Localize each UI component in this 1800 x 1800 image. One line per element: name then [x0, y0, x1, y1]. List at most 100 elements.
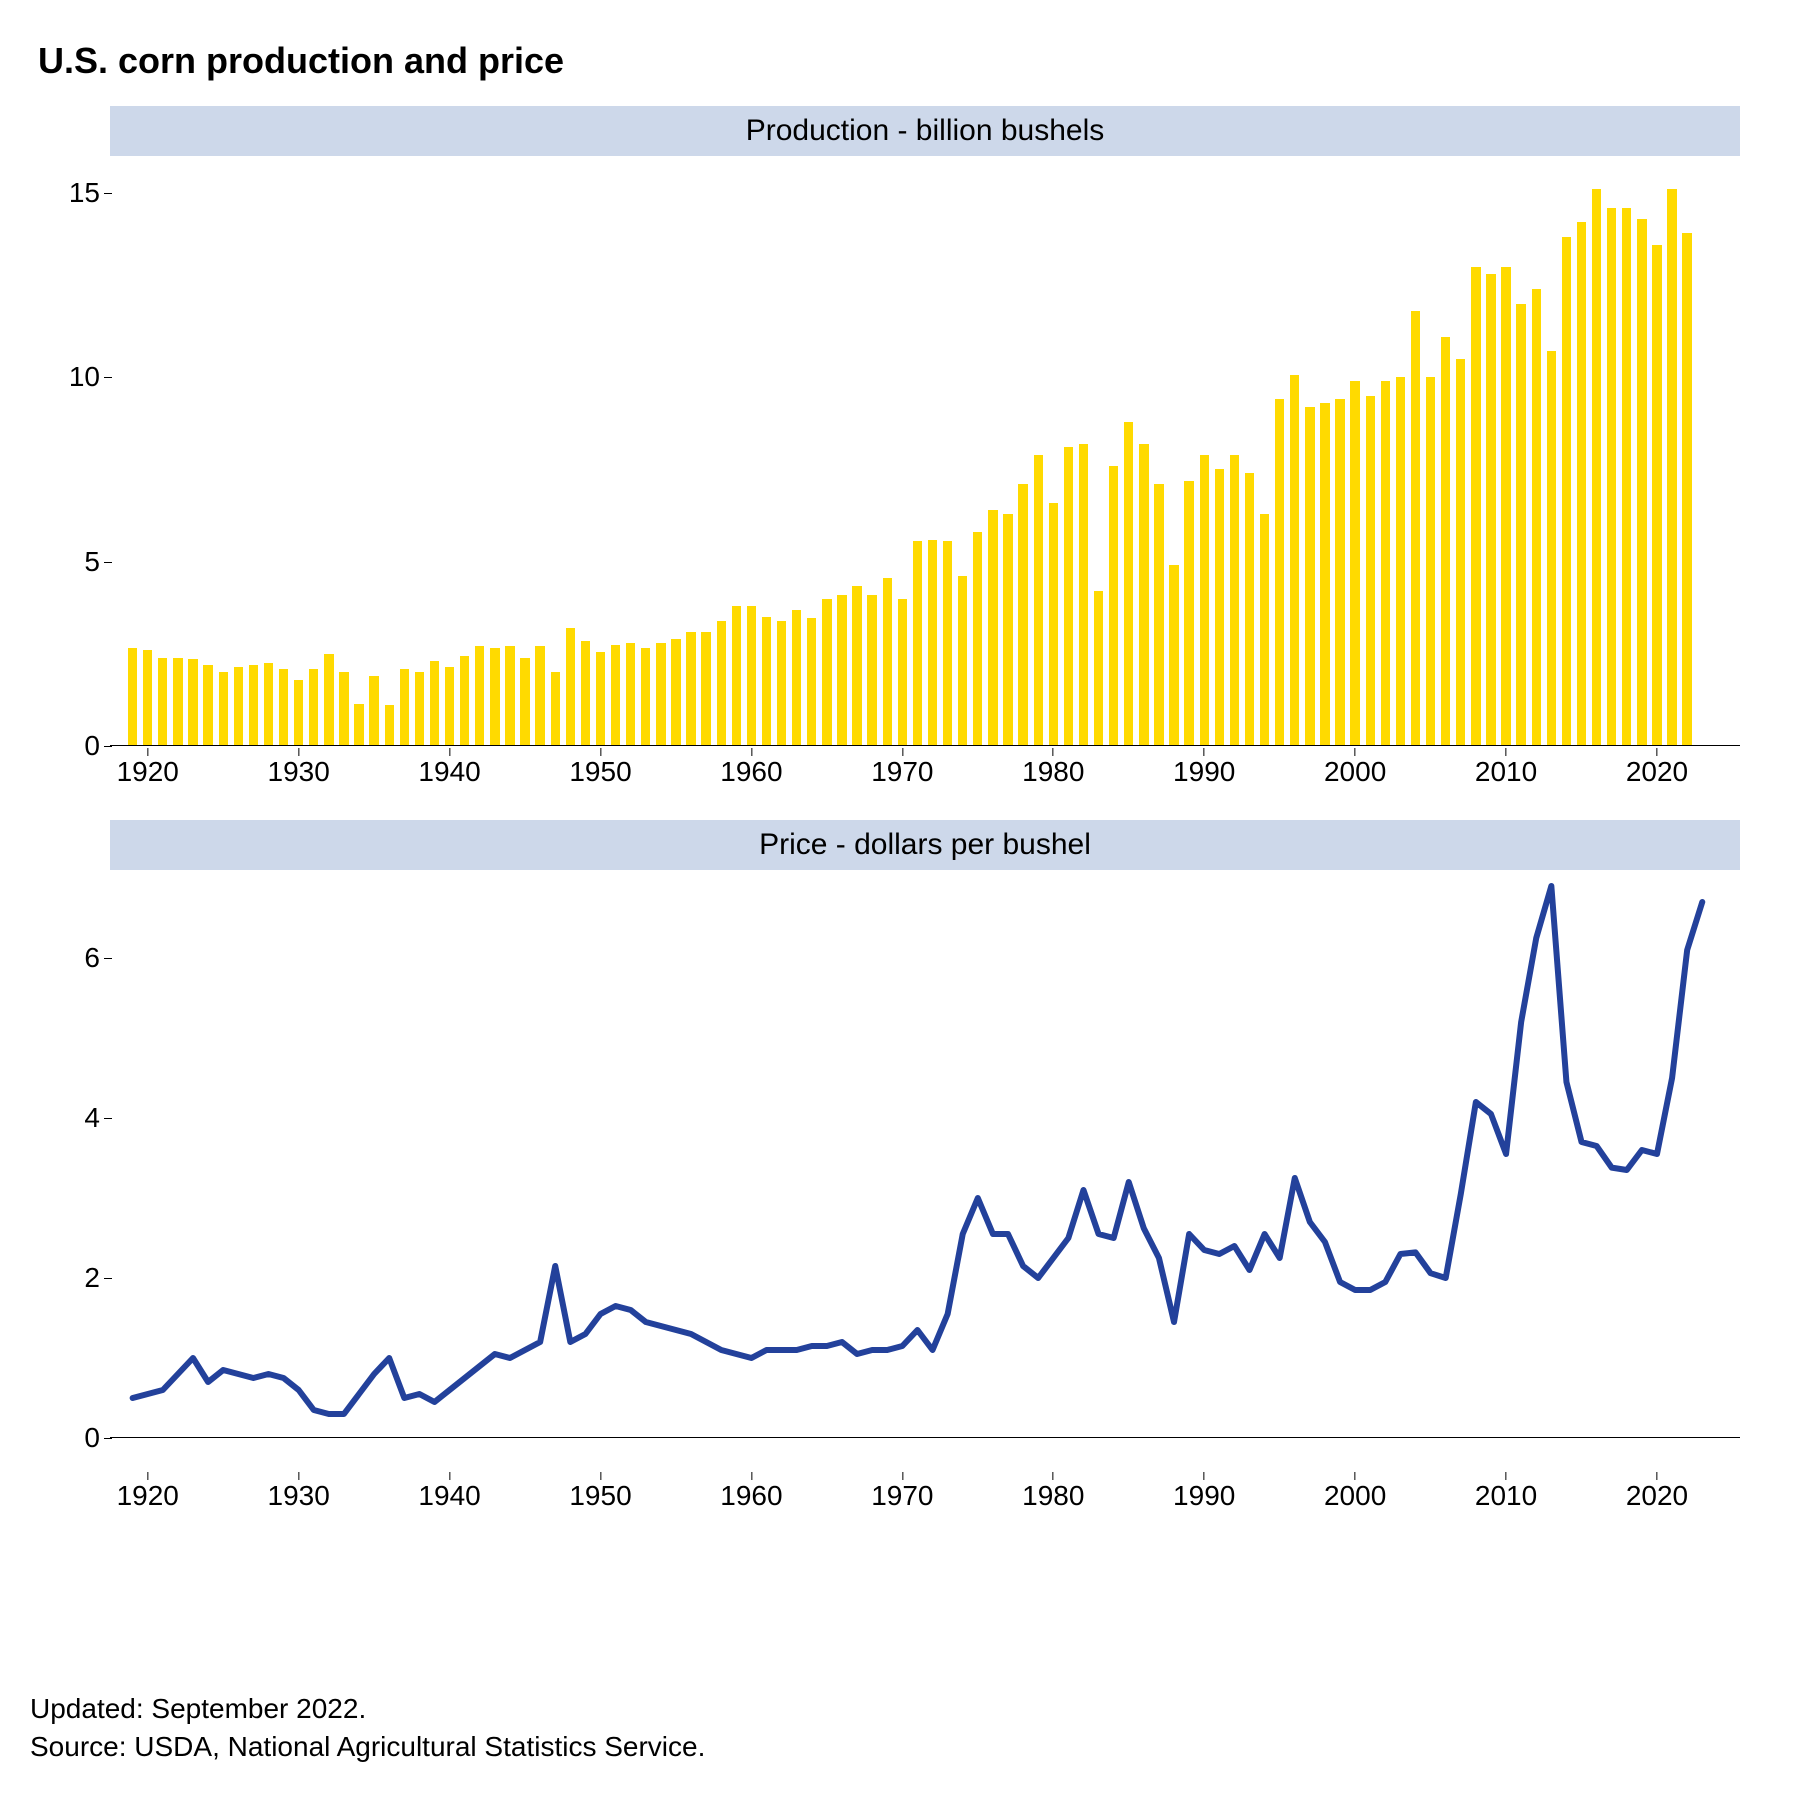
- production-bar: [701, 632, 710, 746]
- chart-title: U.S. corn production and price: [38, 40, 1760, 82]
- production-bar: [400, 669, 409, 746]
- price-x-tick: 1970: [871, 1480, 933, 1512]
- production-bar: [1139, 444, 1148, 746]
- production-bar: [264, 663, 273, 746]
- production-bar: [1532, 289, 1541, 746]
- production-bar: [1049, 503, 1058, 746]
- price-x-tick: 2020: [1626, 1480, 1688, 1512]
- production-bar: [1245, 473, 1254, 746]
- production-bar: [1018, 484, 1027, 746]
- production-bar: [1215, 469, 1224, 746]
- production-bar: [1396, 377, 1405, 746]
- production-bar: [1516, 304, 1525, 747]
- price-plot-area: 0246: [110, 870, 1740, 1470]
- production-bar: [777, 621, 786, 746]
- production-y-axis: 051015: [40, 156, 100, 746]
- production-bar: [203, 665, 212, 746]
- production-panel: Production - billion bushels 051015 1920…: [110, 106, 1740, 802]
- production-bar: [415, 672, 424, 746]
- production-bar: [339, 672, 348, 746]
- production-bar: [1169, 565, 1178, 746]
- price-x-tick: 1930: [268, 1480, 330, 1512]
- production-bar: [988, 510, 997, 746]
- production-bar: [671, 639, 680, 746]
- production-bar: [475, 646, 484, 746]
- production-bar: [686, 632, 695, 746]
- production-bar: [460, 656, 469, 746]
- production-bar: [234, 667, 243, 746]
- production-bar: [279, 669, 288, 746]
- production-x-tick: 1940: [418, 756, 480, 788]
- page: U.S. corn production and price Productio…: [0, 0, 1800, 1800]
- production-bar: [445, 667, 454, 746]
- production-bar: [1547, 351, 1556, 746]
- production-x-tick: 1950: [569, 756, 631, 788]
- price-x-axis: 1920193019401950196019701980199020002010…: [110, 1470, 1740, 1526]
- price-x-axis-line: [110, 1437, 1740, 1438]
- production-bar: [385, 705, 394, 746]
- price-subtitle: Price - dollars per bushel: [110, 820, 1740, 870]
- production-bar: [1290, 375, 1299, 746]
- production-bar: [188, 659, 197, 746]
- production-bar: [551, 672, 560, 746]
- production-bar: [520, 658, 529, 747]
- price-line-svg: [110, 870, 1740, 1470]
- production-bar: [1592, 189, 1601, 746]
- production-bar: [852, 586, 861, 746]
- production-bar: [369, 676, 378, 746]
- production-bar: [1426, 377, 1435, 746]
- price-x-tick: 1980: [1022, 1480, 1084, 1512]
- production-bar: [1275, 399, 1284, 746]
- footer-updated: Updated: September 2022.: [30, 1690, 705, 1728]
- production-bar: [732, 606, 741, 746]
- production-bar: [490, 648, 499, 746]
- production-bar: [822, 599, 831, 747]
- production-plot-area: 051015: [110, 156, 1740, 746]
- production-bar: [928, 540, 937, 747]
- production-bar: [1562, 237, 1571, 746]
- production-bar: [656, 643, 665, 746]
- production-bar: [566, 628, 575, 746]
- production-bar: [354, 704, 363, 746]
- price-x-tick: 1990: [1173, 1480, 1235, 1512]
- production-bar: [1456, 359, 1465, 746]
- production-bar: [717, 621, 726, 746]
- production-bar: [1411, 311, 1420, 746]
- production-bar: [581, 641, 590, 746]
- production-bar: [1154, 484, 1163, 746]
- price-x-tick: 1950: [569, 1480, 631, 1512]
- production-bar: [611, 645, 620, 746]
- price-panel: Price - dollars per bushel 0246 1920 1930…: [110, 820, 1740, 1526]
- production-bar: [1335, 399, 1344, 746]
- production-bar: [1667, 189, 1676, 746]
- production-bar: [1350, 381, 1359, 746]
- production-bar: [1094, 591, 1103, 746]
- production-bar: [143, 650, 152, 746]
- production-bar: [1682, 233, 1691, 746]
- production-bar: [883, 578, 892, 746]
- production-bar: [1124, 422, 1133, 747]
- production-bar: [762, 617, 771, 746]
- production-bar: [249, 665, 258, 746]
- production-y-tick: 10: [40, 361, 100, 393]
- production-y-tick: 5: [40, 546, 100, 578]
- production-x-tick: 1930: [268, 756, 330, 788]
- production-bar: [1637, 219, 1646, 746]
- production-x-tick: 2010: [1475, 756, 1537, 788]
- price-x-tick: 1960: [720, 1480, 782, 1512]
- production-bar: [294, 680, 303, 746]
- production-bar: [1501, 267, 1510, 746]
- production-bar: [807, 618, 816, 746]
- production-bar: [1577, 222, 1586, 746]
- price-x-tick: 1920: [117, 1480, 179, 1512]
- production-subtitle: Production - billion bushels: [110, 106, 1740, 156]
- production-bar: [1441, 337, 1450, 746]
- production-bar: [158, 658, 167, 747]
- production-bar: [973, 532, 982, 746]
- chart-footer: Updated: September 2022. Source: USDA, N…: [30, 1690, 705, 1766]
- production-x-tick: 2000: [1324, 756, 1386, 788]
- production-bar: [1260, 514, 1269, 746]
- production-bar: [837, 595, 846, 746]
- production-bar: [1652, 245, 1661, 747]
- footer-source: Source: USDA, National Agricultural Stat…: [30, 1728, 705, 1766]
